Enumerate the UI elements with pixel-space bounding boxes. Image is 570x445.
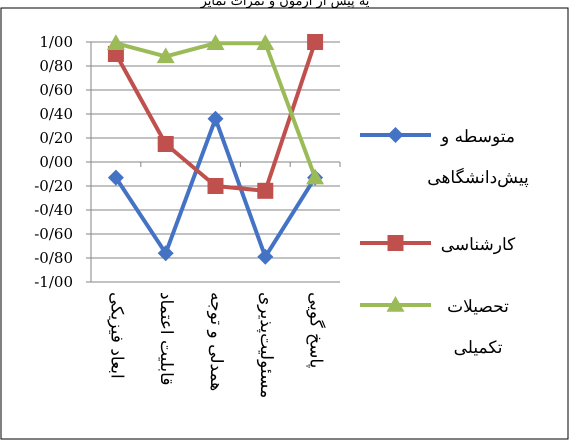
legend-entry: متوسطه و پیش‌دانشگاهی: [360, 127, 529, 188]
data-point-square: [157, 136, 174, 152]
x-tick-labels: ابعاد فیزیکی قابلیت اعتماد همدلی و توجه مسئ…: [106, 292, 326, 398]
y-tick-label: 0/40: [39, 105, 73, 123]
legend-entry: تحصیلات تکمیلی: [360, 296, 509, 358]
series-triangle: [106, 34, 325, 185]
clipped-caption-text: یه پیش از آزمون و نمرات تمایز: [200, 0, 370, 8]
y-tick-label: 1/00: [39, 33, 73, 51]
data-point-triangle: [156, 47, 175, 64]
data-point-triangle: [106, 34, 125, 50]
y-tick-label: 0/60: [39, 81, 73, 99]
legend-label: پیش‌دانشگاهی: [427, 167, 529, 188]
legend-label: تحصیلات: [447, 297, 509, 317]
data-point-diamond: [387, 127, 404, 143]
y-tick-label: -0/60: [34, 225, 73, 243]
series-diamond: [107, 110, 324, 265]
legend: متوسطه و پیش‌دانشگاهی کارشناسی تحصیلات تکمیل…: [360, 127, 529, 358]
data-point-triangle: [206, 34, 225, 50]
data-point-diamond: [157, 245, 174, 262]
data-point-diamond: [107, 169, 124, 186]
y-tick-label: -1/00: [34, 273, 73, 291]
series-square: [107, 34, 324, 199]
x-tick-label: پاسخ گویی: [306, 292, 327, 369]
legend-label: متوسطه و: [440, 127, 515, 147]
y-tick-label: -0/40: [34, 201, 73, 219]
x-tick-label: مسئولیت‌پذیری: [256, 292, 276, 398]
chart-border: [0, 7, 569, 440]
series-layer: [106, 34, 325, 265]
data-point-square: [387, 235, 404, 251]
data-point-triangle: [306, 168, 325, 185]
data-point-triangle: [386, 296, 405, 312]
data-point-triangle: [256, 34, 275, 50]
data-point-diamond: [207, 110, 224, 127]
legend-label: کارشناسی: [441, 235, 516, 255]
legend-entry: کارشناسی: [360, 235, 516, 255]
x-tick-label: قابلیت اعتماد: [156, 292, 176, 385]
y-tick-label: -0/20: [34, 177, 73, 195]
y-tick-label: 0/20: [39, 129, 73, 147]
data-point-square: [307, 34, 324, 50]
x-tick-label: همدلی و توجه: [206, 292, 226, 391]
legend-label: تکمیلی: [454, 338, 503, 358]
data-point-square: [207, 178, 224, 194]
data-point-square: [257, 182, 274, 199]
data-point-diamond: [257, 248, 274, 265]
axes: [86, 41, 341, 283]
y-tick-label: 0/00: [39, 153, 73, 171]
y-tick-label: -0/80: [34, 249, 73, 267]
y-tick-label: 0/80: [39, 57, 73, 75]
data-point-square: [107, 46, 124, 62]
x-tick-label: ابعاد فیزیکی: [106, 292, 126, 379]
y-tick-labels: 1/00 0/80 0/60 0/40 0/20 0/00 -0/20 -0/40 -0/60 -…: [34, 33, 73, 291]
